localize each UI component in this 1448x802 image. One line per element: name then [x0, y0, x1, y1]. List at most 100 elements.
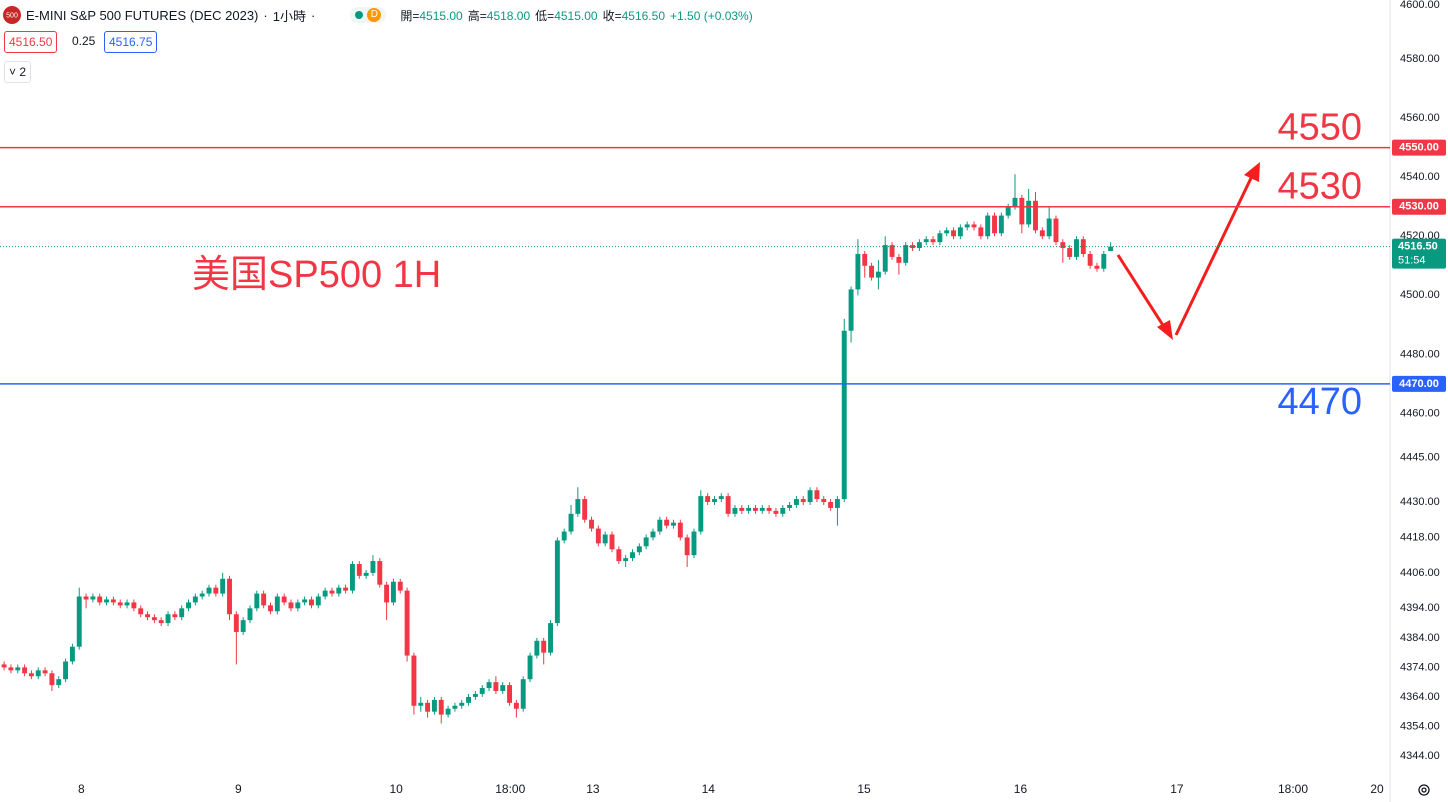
y-tick-label: 4418.00	[1400, 531, 1440, 543]
candle-body	[479, 688, 485, 694]
candle-body	[623, 558, 629, 562]
candle-body	[281, 596, 287, 603]
candle-body	[452, 705, 458, 709]
candle-body	[1039, 230, 1045, 237]
candle-body	[1033, 200, 1038, 231]
y-tick-label: 4344.00	[1400, 750, 1440, 762]
change: +1.50 (+0.03%)	[670, 8, 753, 23]
candle-body	[69, 646, 75, 662]
candle-body	[486, 682, 492, 689]
y-tick-label: 4500.00	[1400, 289, 1440, 301]
ohlc-value: 4515.00	[419, 8, 463, 23]
candle-body	[828, 502, 834, 508]
level-axis-label: 4550.00	[1399, 142, 1439, 154]
candle-body	[664, 519, 670, 526]
separator: ·	[263, 7, 268, 23]
equals: =	[614, 8, 622, 23]
candle-body	[63, 661, 69, 680]
candle-body	[766, 507, 772, 511]
candle-body	[261, 593, 267, 606]
candle-body	[349, 564, 355, 591]
candles	[1, 174, 1114, 724]
candle-body	[951, 230, 956, 237]
header: 500 E-MINI S&P 500 FUTURES (DEC 2023) · …	[0, 4, 763, 26]
x-tick-label: 14	[702, 782, 716, 796]
candle-body	[657, 519, 663, 532]
candle-body	[15, 667, 21, 671]
candle-body	[288, 602, 294, 609]
candle-body	[616, 549, 622, 562]
candle-body	[869, 265, 875, 278]
candle-body	[83, 596, 89, 600]
candle-body	[1053, 218, 1059, 243]
candle-body	[882, 245, 888, 272]
symbol[interactable]: E-MINI S&P 500 FUTURES (DEC 2023)	[26, 7, 259, 23]
candle-body	[472, 693, 478, 697]
ohlc-label: 開	[400, 8, 413, 23]
ohlc: 開=4515.00 高=4518.00 低=4515.00 收=4516.50 +1.5…	[400, 7, 757, 24]
candle-body	[561, 531, 567, 541]
candle-body	[329, 590, 335, 594]
candle-body	[377, 561, 383, 585]
candle-body	[507, 685, 513, 703]
candle-body	[636, 546, 642, 553]
candle-body	[145, 614, 150, 618]
y-tick-label: 4384.00	[1400, 632, 1440, 644]
indicator-toggle[interactable]: ˅ 2	[4, 61, 32, 83]
ask-box[interactable]: 4516.75	[104, 31, 158, 53]
level-axis-box	[1392, 198, 1446, 215]
y-tick-label: 4354.00	[1400, 720, 1440, 732]
x-tick-label: 18:00	[495, 782, 525, 796]
candle-body	[131, 602, 137, 609]
candle-body	[985, 215, 991, 237]
candle-body	[548, 623, 553, 653]
candle-body	[595, 528, 601, 544]
ohlc-label: 高	[467, 8, 480, 23]
candle-body	[513, 702, 519, 709]
status-pill[interactable]: D	[350, 7, 387, 23]
candle-body	[445, 708, 451, 715]
candle-body	[309, 599, 314, 606]
candle-body	[1060, 242, 1066, 249]
candle-body	[1019, 197, 1025, 225]
delay-badge: D	[367, 8, 382, 22]
level-label: 4470	[1277, 381, 1362, 423]
candle-body	[691, 531, 697, 556]
candle-body	[165, 614, 171, 624]
candle-body	[431, 699, 437, 712]
candle-body	[752, 507, 758, 511]
candle-body	[602, 534, 608, 544]
candle-body	[698, 496, 704, 532]
candle-body	[1005, 206, 1011, 216]
ohlc-value: 4515.00	[554, 8, 598, 23]
candle-body	[411, 655, 417, 706]
y-tick-label: 4364.00	[1400, 691, 1440, 703]
candle-body	[35, 670, 41, 677]
y-tick-label: 4445.00	[1400, 452, 1440, 464]
candle-body	[418, 702, 424, 706]
bid-box[interactable]: 4516.50	[4, 31, 58, 53]
candle-body	[541, 640, 547, 653]
interval[interactable]: 1小時	[272, 8, 306, 24]
x-tick-label: 8	[78, 782, 85, 796]
equals: =	[479, 8, 487, 23]
level-label: 4550	[1277, 107, 1362, 149]
candle-body	[527, 655, 533, 680]
candle-body	[630, 552, 635, 559]
candle-body	[821, 499, 827, 503]
candle-body	[650, 531, 656, 538]
candle-body	[554, 540, 560, 624]
candle-body	[834, 499, 840, 508]
candle-body	[855, 253, 861, 290]
x-tick-label: 13	[586, 782, 600, 796]
symbol-logo: 500	[3, 6, 21, 24]
x-tick-label: 9	[235, 782, 242, 796]
equals: =	[412, 8, 420, 23]
ohlc-label: 收	[602, 8, 615, 23]
settings-icon[interactable]	[1418, 784, 1430, 796]
candle-body	[1026, 200, 1032, 225]
candle-body	[404, 590, 410, 656]
y-tick-label: 4460.00	[1400, 407, 1440, 419]
level-axis-box	[1392, 139, 1446, 156]
y-tick-label: 4600.00	[1400, 0, 1440, 11]
